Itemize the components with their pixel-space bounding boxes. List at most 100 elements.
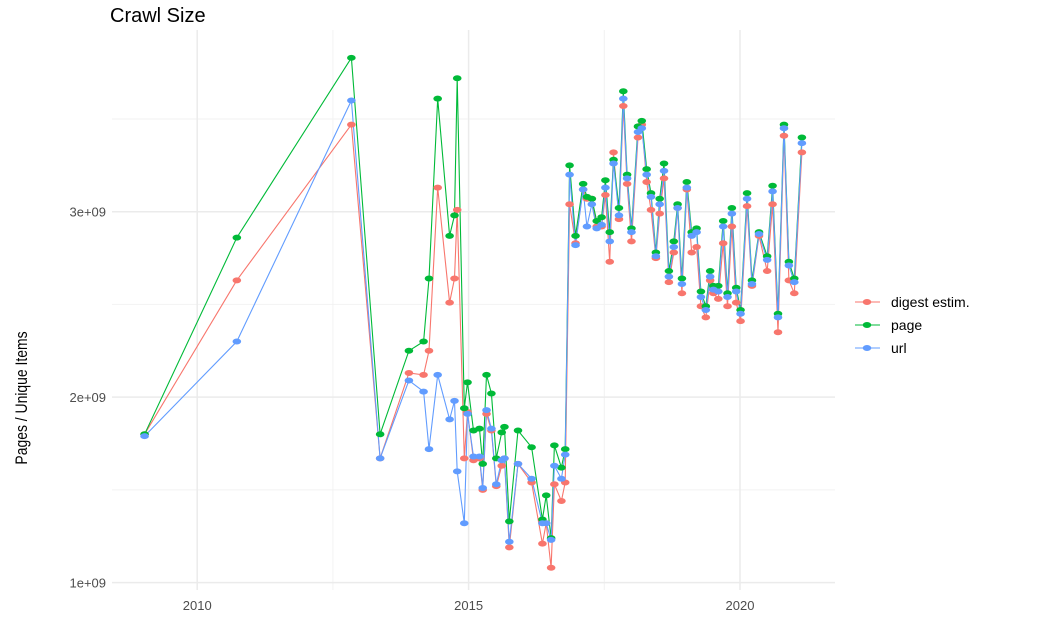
- data-point-digest-estim: [605, 258, 615, 265]
- data-point-page: [587, 195, 597, 202]
- data-point-url: [375, 455, 385, 462]
- data-point-url: [513, 460, 523, 467]
- data-point-digest-estim: [659, 175, 669, 182]
- data-point-digest-estim: [609, 149, 618, 156]
- legend: digest estim. page url: [855, 294, 970, 356]
- data-point-url: [478, 485, 488, 492]
- data-point-url: [419, 388, 428, 395]
- y-tick-label: 2e+09: [69, 390, 106, 405]
- data-point-page: [550, 442, 559, 449]
- data-point-page: [541, 492, 551, 499]
- data-point-url: [789, 279, 799, 286]
- data-point-url: [601, 184, 610, 191]
- data-point-url: [696, 294, 706, 301]
- data-point-digest-estim: [557, 497, 566, 504]
- x-tick-label: 2020: [726, 598, 755, 613]
- data-point-url: [713, 288, 723, 295]
- data-point-digest-estim: [404, 370, 414, 377]
- data-point-digest-estim: [713, 295, 723, 302]
- data-point-digest-estim: [718, 240, 728, 247]
- data-point-digest-estim: [701, 314, 711, 321]
- data-point-url: [701, 307, 711, 313]
- data-point-url: [664, 273, 674, 280]
- data-point-url: [747, 281, 757, 288]
- data-point-digest-estim: [424, 347, 434, 354]
- data-point-digest-estim: [538, 540, 547, 547]
- data-point-page: [696, 288, 706, 295]
- legend-key-point-digest-estim: [862, 299, 872, 305]
- data-point-page: [605, 229, 615, 236]
- data-point-digest-estim: [433, 184, 442, 191]
- data-point-url: [500, 455, 509, 462]
- data-point-digest-estim: [619, 103, 628, 110]
- data-point-digest-estim: [550, 481, 559, 488]
- legend-label-page: page: [891, 317, 922, 333]
- data-point-url: [773, 314, 783, 321]
- data-point-url: [459, 520, 469, 527]
- data-point-digest-estim: [452, 206, 462, 213]
- y-tick-label: 1e+09: [69, 576, 106, 591]
- data-point-digest-estim: [419, 371, 428, 378]
- data-point-page: [614, 205, 624, 212]
- data-point-url: [482, 407, 491, 414]
- data-point-page: [463, 379, 472, 386]
- data-point-digest-estim: [779, 132, 789, 139]
- data-point-page: [637, 117, 647, 124]
- data-point-url: [768, 188, 777, 195]
- data-point-digest-estim: [736, 318, 745, 325]
- data-point-url: [622, 175, 632, 182]
- data-point-url: [527, 475, 536, 482]
- data-point-url: [642, 171, 651, 178]
- data-point-url: [637, 125, 647, 132]
- data-point-url: [682, 184, 692, 191]
- data-point-url: [651, 253, 661, 260]
- data-point-page: [677, 275, 687, 282]
- data-point-page: [797, 134, 807, 141]
- data-point-url: [677, 281, 687, 288]
- data-point-url: [718, 223, 728, 230]
- data-point-digest-estim: [459, 455, 469, 462]
- data-point-digest-estim: [789, 290, 799, 297]
- data-point-page: [768, 182, 777, 189]
- data-point-page: [232, 234, 242, 241]
- data-point-page: [578, 180, 588, 187]
- data-point-page: [682, 179, 692, 186]
- grid: [112, 30, 835, 590]
- data-point-page: [497, 429, 507, 436]
- data-point-digest-estim: [627, 238, 636, 245]
- data-point-url: [505, 538, 514, 545]
- data-point-url: [546, 536, 556, 543]
- data-point-digest-estim: [505, 544, 514, 551]
- series-line-url: [144, 98, 803, 542]
- data-point-url: [571, 242, 580, 249]
- data-point-url: [692, 229, 701, 236]
- x-tick-label: 2010: [183, 598, 212, 613]
- data-point-url: [605, 238, 615, 245]
- data-point-page: [505, 518, 514, 525]
- data-point-digest-estim: [692, 243, 701, 250]
- data-point-page: [655, 195, 664, 202]
- data-point-page: [642, 166, 651, 173]
- data-point-url: [433, 371, 442, 378]
- data-point-page: [478, 460, 488, 467]
- data-point-url: [727, 210, 737, 217]
- data-point-url: [491, 481, 501, 488]
- data-point-digest-estim: [773, 329, 783, 336]
- data-point-url: [347, 97, 356, 104]
- data-point-url: [404, 377, 414, 384]
- data-point-url: [469, 453, 478, 460]
- data-point-page: [664, 268, 674, 275]
- data-point-url: [619, 95, 628, 102]
- data-point-page: [669, 238, 679, 245]
- data-point-page: [571, 232, 580, 239]
- series-layer: [140, 54, 807, 571]
- data-point-page: [424, 275, 434, 282]
- data-point-digest-estim: [546, 564, 556, 571]
- data-point-digest-estim: [232, 277, 242, 284]
- chart-title: Crawl Size: [110, 5, 206, 27]
- data-point-digest-estim: [565, 201, 574, 208]
- data-point-page: [513, 427, 523, 434]
- data-point-digest-estim: [450, 275, 459, 282]
- data-point-url: [659, 167, 669, 174]
- data-point-digest-estim: [727, 223, 737, 230]
